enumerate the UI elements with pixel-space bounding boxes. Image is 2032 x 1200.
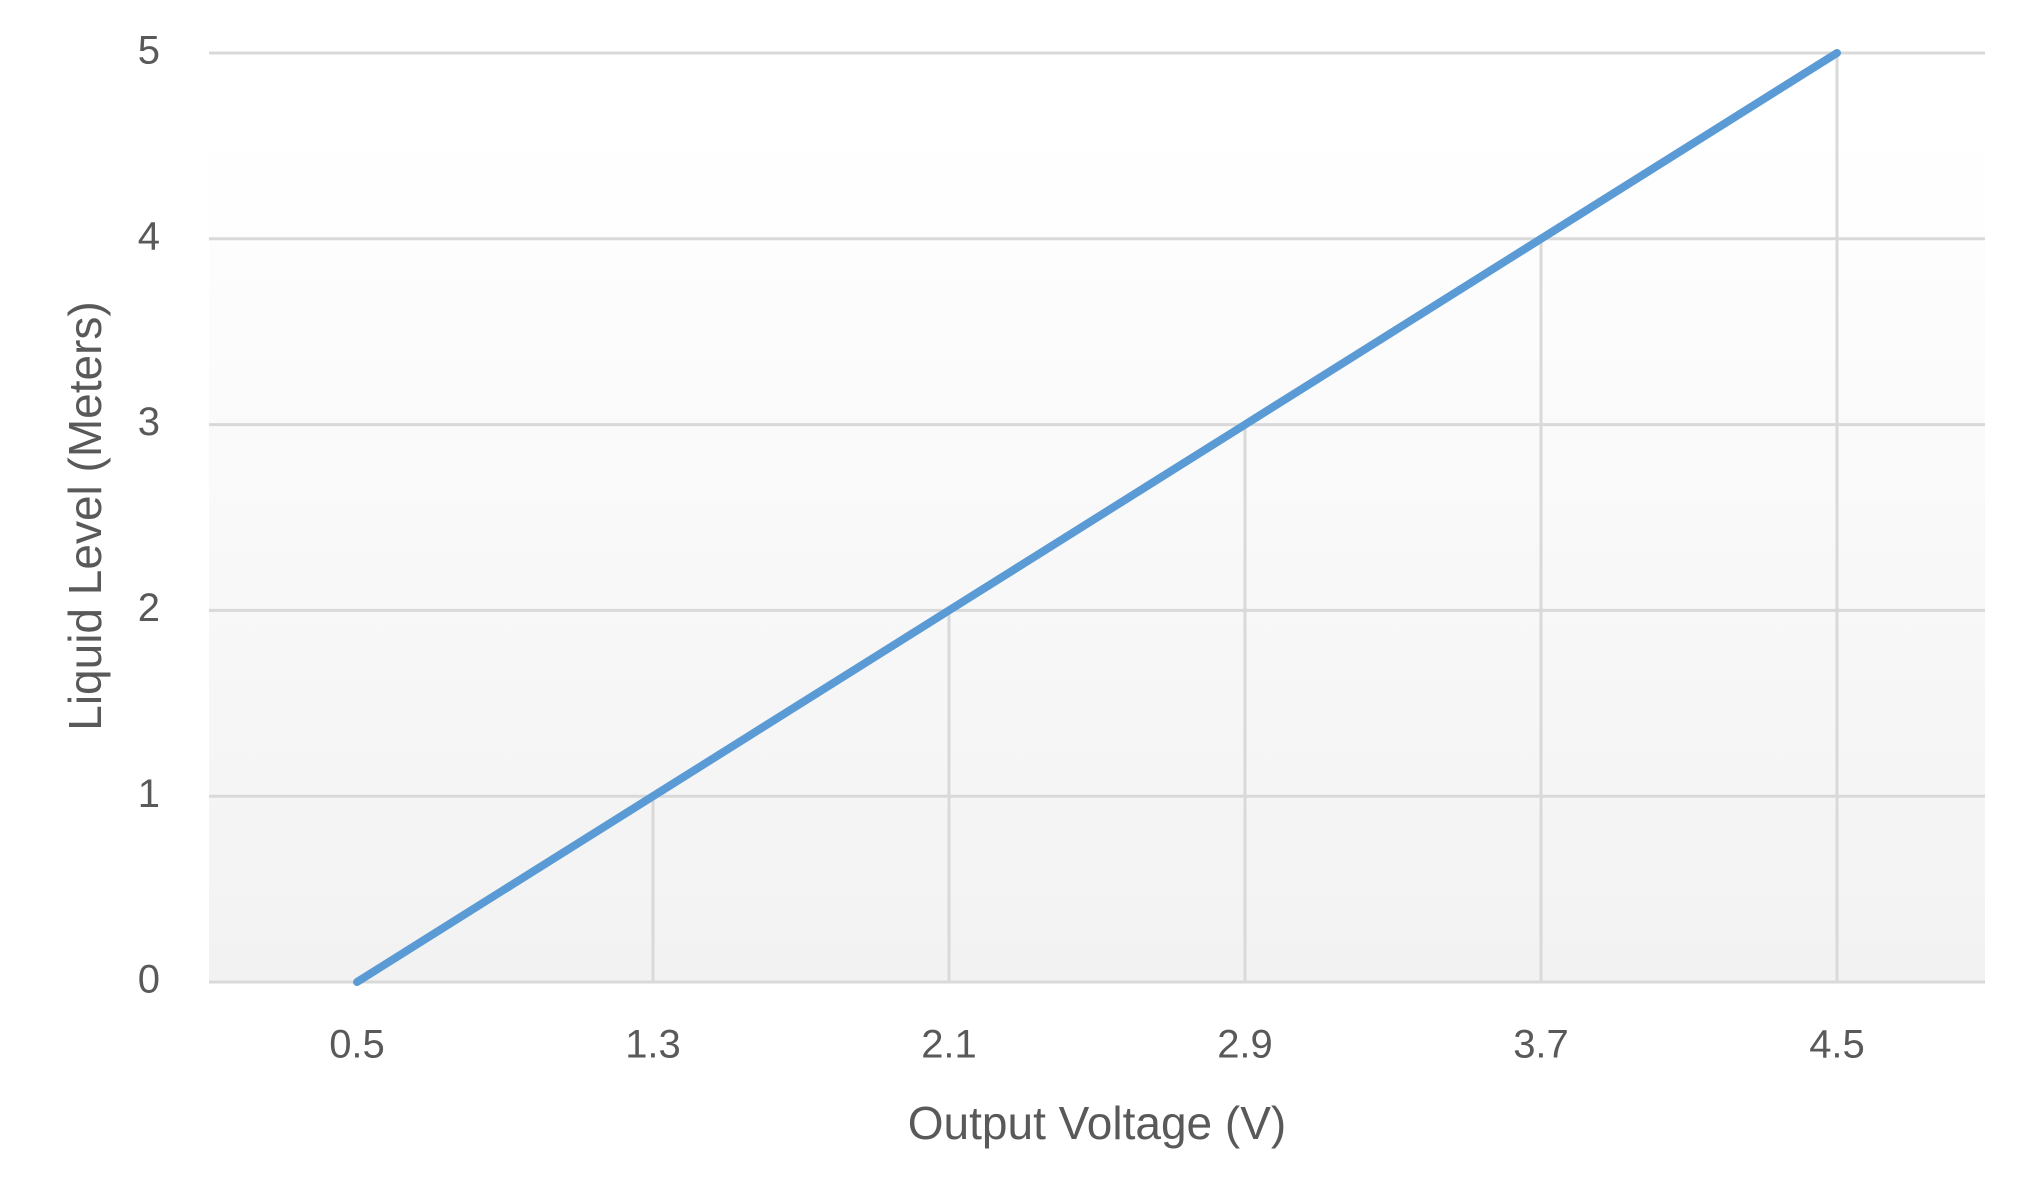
y-tick-label: 5 — [138, 29, 160, 73]
x-tick-label: 4.5 — [1809, 1023, 1865, 1067]
x-tick-label: 1.3 — [625, 1023, 681, 1067]
y-tick-label: 1 — [138, 772, 160, 816]
x-tick-label: 2.9 — [1217, 1023, 1273, 1067]
x-tick-label: 2.1 — [921, 1023, 977, 1067]
x-axis-title: Output Voltage (V) — [908, 1097, 1286, 1149]
y-tick-label: 2 — [138, 586, 160, 630]
x-tick-label: 3.7 — [1513, 1023, 1569, 1067]
y-axis-title: Liquid Level (Meters) — [59, 301, 111, 731]
y-tick-label: 3 — [138, 400, 160, 444]
y-tick-label: 0 — [138, 958, 160, 1002]
x-tick-label: 0.5 — [329, 1023, 385, 1067]
data-line — [353, 49, 1841, 986]
y-tick-label: 4 — [138, 214, 160, 258]
